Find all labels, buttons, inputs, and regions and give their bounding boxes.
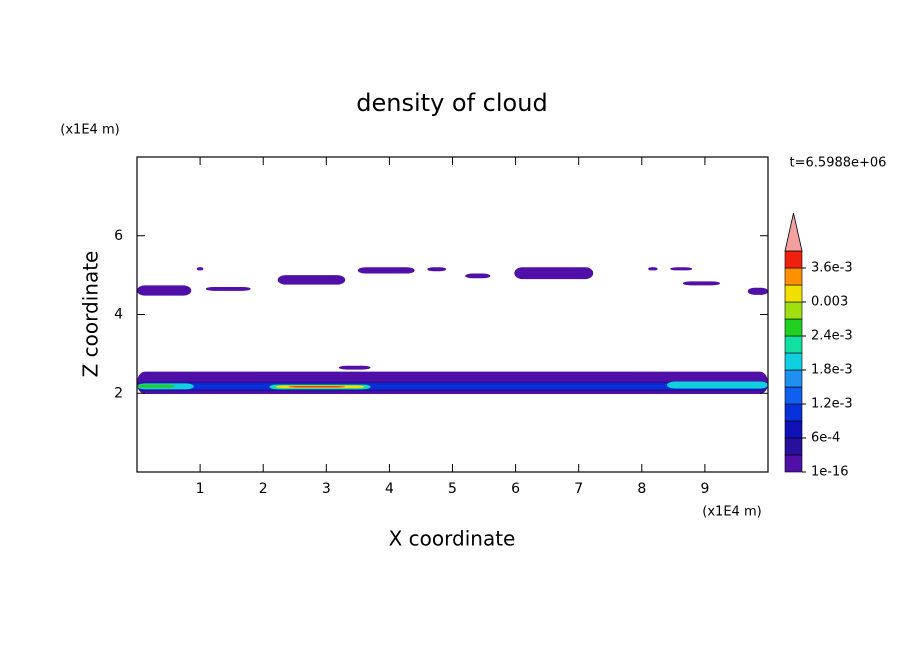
colorbar-swatch	[784, 267, 803, 286]
colorbar-swatch	[784, 301, 803, 320]
colorbar-swatch	[784, 250, 803, 269]
contour-region	[648, 267, 658, 271]
contour-region	[288, 386, 346, 388]
y-tick-label: 2	[114, 385, 123, 401]
chart-title: density of cloud	[356, 89, 547, 117]
contour-region	[338, 365, 371, 370]
contour-field	[137, 267, 768, 395]
x-axis-label: X coordinate	[389, 527, 516, 551]
contour-region	[514, 267, 594, 280]
x-tick-label: 6	[511, 481, 520, 497]
colorbar-swatch	[784, 284, 803, 303]
colorbar-swatch	[784, 437, 803, 456]
contour-region	[682, 281, 721, 286]
x-tick-label: 3	[322, 481, 331, 497]
time-annotation: t=6.5988e+06	[790, 156, 887, 171]
contour-region	[667, 381, 768, 389]
colorbar-swatch	[784, 386, 803, 405]
colorbar-label: 3.6e-3	[811, 261, 853, 276]
colorbar-label: 2.4e-3	[811, 329, 853, 344]
x-unit: (x1E4 m)	[702, 505, 761, 520]
y-unit: (x1E4 m)	[60, 123, 119, 138]
colorbar-swatch	[784, 318, 803, 337]
colorbar-swatch	[784, 454, 803, 473]
colorbar-swatch	[784, 403, 803, 422]
colorbar-extend	[784, 212, 803, 252]
x-tick-label: 5	[448, 481, 457, 497]
contour-region	[465, 273, 491, 279]
colorbar-swatch	[784, 369, 803, 388]
x-tick-label: 1	[196, 481, 205, 497]
contour-region	[670, 267, 693, 271]
x-tick-label: 7	[574, 481, 583, 497]
colorbar-label: 0.003	[811, 295, 848, 310]
contour-region	[205, 286, 251, 291]
colorbar-label: 1e-16	[811, 465, 849, 480]
colorbar-label: 1.8e-3	[811, 363, 853, 378]
x-tick-label: 9	[700, 481, 709, 497]
contour-region	[277, 275, 346, 285]
x-tick-label: 8	[637, 481, 646, 497]
colorbar-label: 6e-4	[811, 431, 840, 446]
colorbar-label: 1.2e-3	[811, 397, 853, 412]
contour-region	[357, 267, 415, 274]
contour-region	[196, 267, 204, 271]
contour-region	[427, 267, 447, 272]
colorbar-swatch	[784, 352, 803, 371]
x-tick-label: 4	[385, 481, 394, 497]
y-tick-label: 4	[114, 307, 123, 323]
contour-region	[747, 287, 768, 295]
y-tick-label: 6	[114, 228, 123, 244]
contour-region	[137, 285, 192, 296]
y-axis-label: Z coordinate	[79, 251, 103, 378]
x-tick-label: 2	[259, 481, 268, 497]
contour-region	[137, 384, 175, 388]
colorbar-swatch	[784, 335, 803, 354]
colorbar-swatch	[784, 420, 803, 439]
